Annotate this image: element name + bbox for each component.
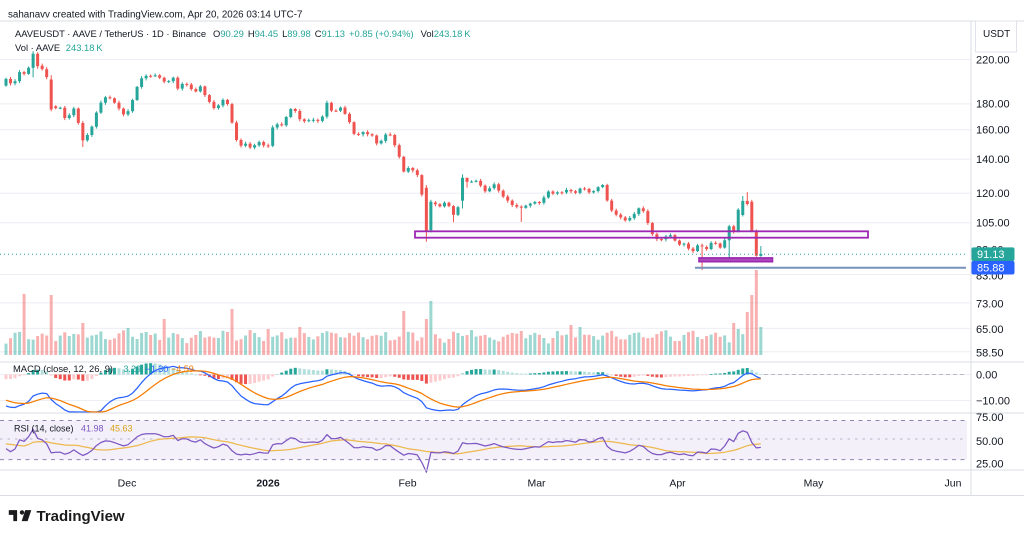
svg-text:58.50: 58.50 bbox=[976, 347, 1004, 359]
svg-text:91.13: 91.13 bbox=[977, 249, 1005, 261]
svg-text:0.00: 0.00 bbox=[976, 369, 997, 381]
svg-text:85.88: 85.88 bbox=[977, 262, 1005, 274]
svg-text:Vol · AAVE 243.18 K: Vol · AAVE 243.18 K bbox=[15, 42, 103, 53]
svg-text:Feb: Feb bbox=[398, 477, 416, 489]
svg-text:AAVEUSDT · AAVE / TetherUS · 1: AAVEUSDT · AAVE / TetherUS · 1D · Binanc… bbox=[15, 28, 471, 39]
svg-text:2026: 2026 bbox=[256, 477, 280, 489]
svg-text:MACD (close, 12, 26, 9): MACD (close, 12, 26, 9) bbox=[13, 363, 113, 374]
svg-text:41.98: 41.98 bbox=[81, 424, 104, 434]
svg-text:75.00: 75.00 bbox=[976, 412, 1004, 424]
svg-text:Dec: Dec bbox=[118, 477, 137, 489]
svg-text:180.00: 180.00 bbox=[976, 98, 1010, 110]
svg-text:105.00: 105.00 bbox=[976, 218, 1010, 230]
svg-text:140.00: 140.00 bbox=[976, 154, 1010, 166]
svg-text:220.00: 220.00 bbox=[976, 54, 1010, 66]
svg-text:−1.30: −1.30 bbox=[146, 364, 169, 374]
svg-text:RSI (14, close): RSI (14, close) bbox=[14, 424, 74, 434]
svg-text:Mar: Mar bbox=[527, 477, 546, 489]
svg-text:73.00: 73.00 bbox=[976, 298, 1004, 310]
svg-text:USDT: USDT bbox=[983, 29, 1010, 40]
svg-text:−4.59: −4.59 bbox=[171, 364, 194, 374]
svg-text:Jun: Jun bbox=[945, 477, 962, 489]
svg-text:May: May bbox=[804, 477, 825, 489]
svg-text:Apr: Apr bbox=[669, 477, 686, 489]
svg-text:−10.00: −10.00 bbox=[976, 395, 1010, 407]
svg-text:65.00: 65.00 bbox=[976, 324, 1004, 336]
svg-text:3.29: 3.29 bbox=[124, 364, 142, 374]
svg-text:TradingView: TradingView bbox=[37, 508, 125, 525]
svg-text:sahanavv created with TradingV: sahanavv created with TradingView.com, A… bbox=[8, 9, 302, 20]
svg-text:50.00: 50.00 bbox=[976, 436, 1004, 448]
svg-text:160.00: 160.00 bbox=[976, 124, 1010, 136]
svg-text:45.63: 45.63 bbox=[110, 424, 133, 434]
svg-text:25.00: 25.00 bbox=[976, 459, 1004, 471]
svg-text:120.00: 120.00 bbox=[976, 188, 1010, 200]
